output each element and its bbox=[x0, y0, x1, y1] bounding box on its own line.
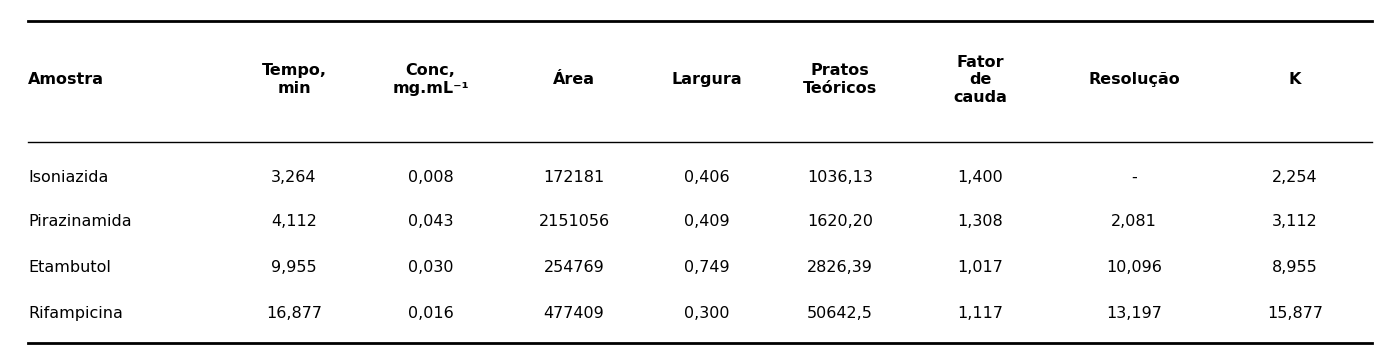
Text: Conc,
mg.mL⁻¹: Conc, mg.mL⁻¹ bbox=[392, 63, 469, 96]
Text: Etambutol: Etambutol bbox=[28, 260, 111, 275]
Text: 0,008: 0,008 bbox=[407, 170, 454, 184]
Text: 254769: 254769 bbox=[543, 260, 605, 275]
Text: 0,300: 0,300 bbox=[685, 306, 729, 321]
Text: Pirazinamida: Pirazinamida bbox=[28, 214, 132, 229]
Text: 1,117: 1,117 bbox=[958, 306, 1002, 321]
Text: 477409: 477409 bbox=[543, 306, 605, 321]
Text: 0,409: 0,409 bbox=[685, 214, 729, 229]
Text: 13,197: 13,197 bbox=[1106, 306, 1162, 321]
Text: 0,749: 0,749 bbox=[685, 260, 729, 275]
Text: 0,016: 0,016 bbox=[407, 306, 454, 321]
Text: 10,096: 10,096 bbox=[1106, 260, 1162, 275]
Text: 1,308: 1,308 bbox=[958, 214, 1002, 229]
Text: Resolução: Resolução bbox=[1088, 72, 1180, 87]
Text: Fator
de
cauda: Fator de cauda bbox=[953, 55, 1007, 104]
Text: 4,112: 4,112 bbox=[272, 214, 316, 229]
Text: Amostra: Amostra bbox=[28, 72, 104, 87]
Text: 3,112: 3,112 bbox=[1273, 214, 1317, 229]
Text: 3,264: 3,264 bbox=[272, 170, 316, 184]
Text: 8,955: 8,955 bbox=[1273, 260, 1317, 275]
Text: 9,955: 9,955 bbox=[272, 260, 316, 275]
Text: 2,254: 2,254 bbox=[1273, 170, 1317, 184]
Text: 1620,20: 1620,20 bbox=[806, 214, 874, 229]
Text: K: K bbox=[1289, 72, 1301, 87]
Text: 2826,39: 2826,39 bbox=[806, 260, 874, 275]
Text: 2,081: 2,081 bbox=[1112, 214, 1156, 229]
Text: 2151056: 2151056 bbox=[539, 214, 609, 229]
Text: 1,400: 1,400 bbox=[958, 170, 1002, 184]
Text: Largura: Largura bbox=[672, 72, 742, 87]
Text: 15,877: 15,877 bbox=[1267, 306, 1323, 321]
Text: Rifampicina: Rifampicina bbox=[28, 306, 123, 321]
Text: Isoniazida: Isoniazida bbox=[28, 170, 108, 184]
Text: 0,030: 0,030 bbox=[407, 260, 454, 275]
Text: Área: Área bbox=[553, 72, 595, 87]
Text: 1,017: 1,017 bbox=[958, 260, 1002, 275]
Text: Pratos
Teóricos: Pratos Teóricos bbox=[802, 63, 878, 96]
Text: 172181: 172181 bbox=[543, 170, 605, 184]
Text: 0,043: 0,043 bbox=[407, 214, 454, 229]
Text: 1036,13: 1036,13 bbox=[806, 170, 874, 184]
Text: 0,406: 0,406 bbox=[685, 170, 729, 184]
Text: Tempo,
min: Tempo, min bbox=[262, 63, 326, 96]
Text: -: - bbox=[1131, 170, 1137, 184]
Text: 50642,5: 50642,5 bbox=[806, 306, 874, 321]
Text: 16,877: 16,877 bbox=[266, 306, 322, 321]
